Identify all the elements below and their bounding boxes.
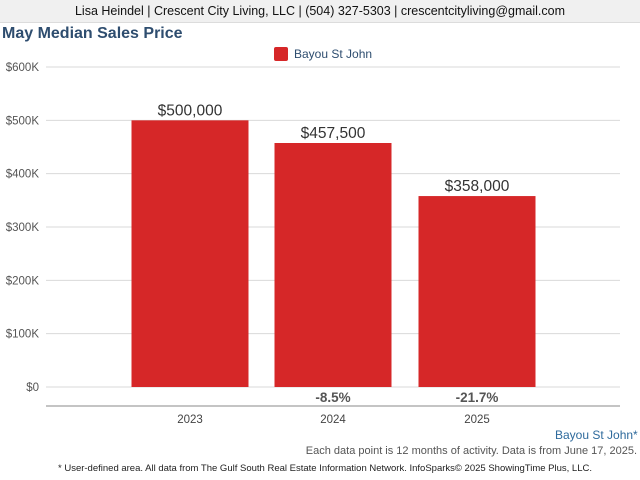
bar bbox=[418, 196, 536, 387]
y-tick-label: $100K bbox=[6, 329, 40, 341]
chart-legend[interactable]: Bayou St John bbox=[274, 46, 372, 62]
y-tick-label: $300K bbox=[6, 222, 40, 234]
bar-value-label: $457,500 bbox=[301, 125, 366, 142]
y-tick-label: $200K bbox=[6, 275, 40, 287]
area-footnote: Bayou St John* bbox=[555, 428, 638, 442]
legend-swatch bbox=[274, 47, 288, 61]
legend-label: Bayou St John bbox=[294, 47, 373, 61]
contact-header: Lisa Heindel | Crescent City Living, LLC… bbox=[0, 0, 640, 23]
activity-note: Each data point is 12 months of activity… bbox=[305, 445, 637, 457]
bar bbox=[131, 120, 249, 387]
change-label: -21.7% bbox=[456, 390, 499, 405]
bar-value-label: $358,000 bbox=[445, 178, 510, 195]
y-tick-label: $0 bbox=[26, 382, 39, 394]
y-tick-label: $600K bbox=[6, 62, 40, 74]
bar bbox=[274, 143, 392, 387]
bar-value-label: $500,000 bbox=[158, 102, 223, 119]
y-tick-label: $500K bbox=[6, 115, 40, 127]
x-tick-label: 2024 bbox=[320, 414, 346, 426]
x-tick-label: 2025 bbox=[464, 414, 490, 426]
y-tick-label: $400K bbox=[6, 169, 40, 181]
change-label: -8.5% bbox=[315, 390, 350, 405]
chart-title: May Median Sales Price bbox=[2, 25, 183, 42]
x-tick-label: 2023 bbox=[177, 414, 203, 426]
source-note: * User-defined area. All data from The G… bbox=[58, 463, 592, 474]
